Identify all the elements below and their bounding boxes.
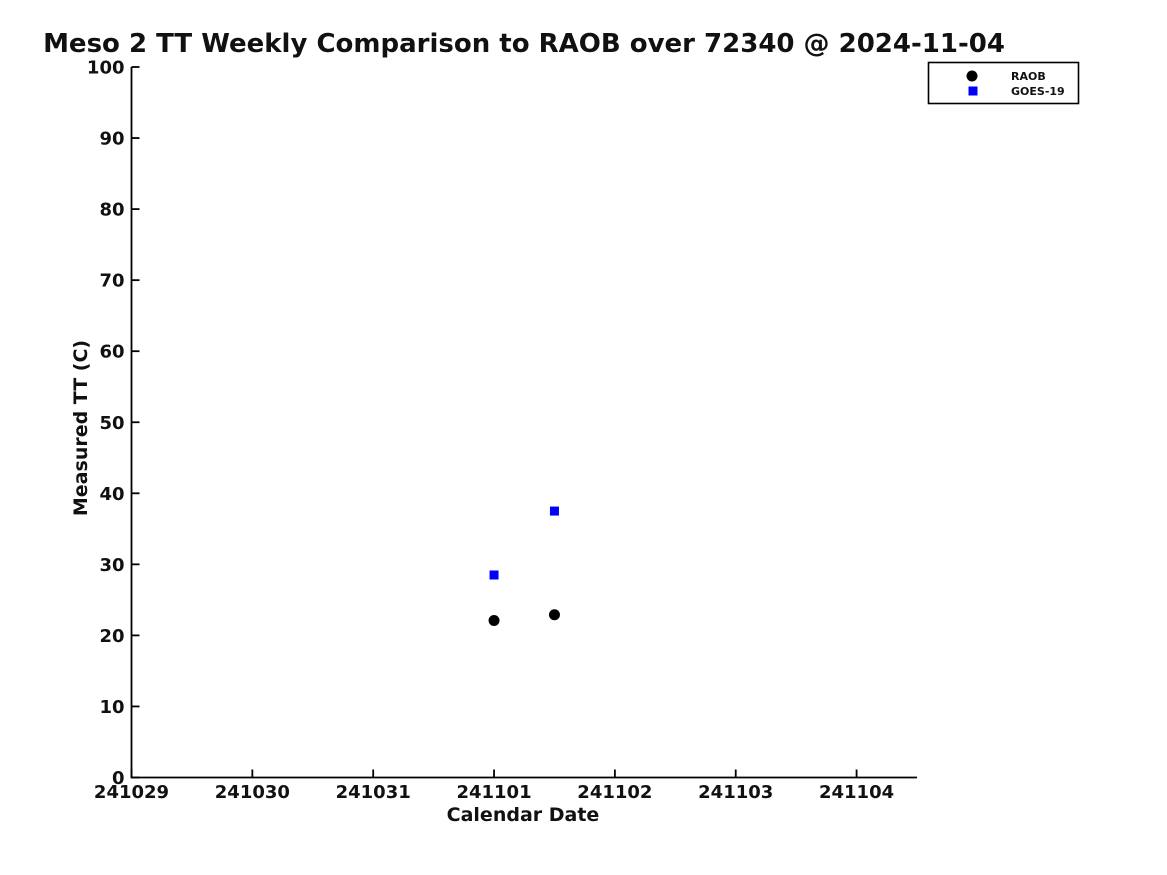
y-tick-label: 40: [99, 484, 124, 505]
legend: RAOB GOES-19: [927, 61, 1080, 105]
legend-marker-goes-19-icon: [968, 86, 978, 96]
data-point-goes-19: [549, 506, 559, 516]
y-tick-label: 90: [99, 129, 124, 150]
chart-title: Meso 2 TT Weekly Comparison to RAOB over…: [43, 29, 1005, 59]
y-tick-label: 0: [112, 768, 125, 789]
data-point-raob: [548, 609, 560, 621]
y-tick-label: 70: [99, 271, 124, 292]
data-point-raob: [488, 614, 500, 626]
axis-spines: [130, 67, 917, 779]
y-tick-label: 100: [87, 58, 125, 79]
y-tick-label: 30: [99, 555, 124, 576]
legend-label-raob: RAOB: [1011, 70, 1046, 83]
legend-box: [927, 61, 1080, 105]
x-tick-label: 241101: [456, 782, 531, 803]
y-axis-label: Measured TT (C): [70, 340, 92, 516]
x-tick-label: 241029: [94, 782, 169, 803]
x-tick-label: 241103: [698, 782, 773, 803]
x-axis-label: Calendar Date: [447, 804, 600, 826]
x-tick-label: 241030: [215, 782, 290, 803]
x-tick-label: 241102: [577, 782, 652, 803]
data-point-goes-19: [489, 570, 499, 580]
y-tick-label: 20: [99, 626, 124, 647]
x-tick-label: 241104: [819, 782, 894, 803]
y-tick-label: 10: [99, 697, 124, 718]
plot-area: 0 10 20 30 40 50 60 70 80 90 100 241029 241030 241031…: [87, 58, 894, 804]
legend-marker-raob-icon: [966, 70, 978, 82]
x-tick-label: 241031: [336, 782, 411, 803]
y-tick-label: 60: [99, 342, 124, 363]
y-tick-label: 50: [99, 413, 124, 434]
legend-label-goes-19: GOES-19: [1011, 85, 1065, 98]
y-tick-label: 80: [99, 200, 124, 221]
